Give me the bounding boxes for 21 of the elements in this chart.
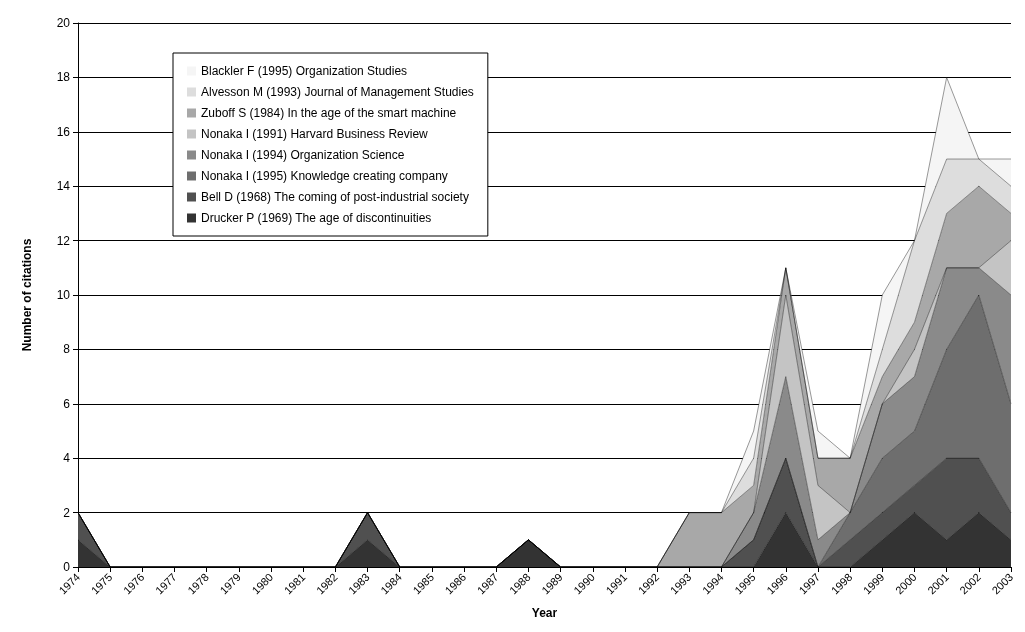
y-tick-label: 18 xyxy=(56,70,71,85)
y-tick-label: 0 xyxy=(63,560,71,574)
legend-label: Nonaka I (1991) Harvard Business Review xyxy=(201,127,429,141)
legend-label: Zuboff S (1984) In the age of the smart machine xyxy=(201,106,457,120)
legend-label: Bell D (1968) The coming of post-industrial society xyxy=(201,190,469,204)
y-tick-label: 16 xyxy=(56,124,71,139)
y-tick-label: 8 xyxy=(63,342,71,357)
y-tick-label: 2 xyxy=(63,505,71,520)
y-tick-label: 20 xyxy=(56,16,71,30)
legend-label: Blackler F (1995) Organization Studies xyxy=(201,64,408,78)
y-tick-label: 10 xyxy=(56,288,71,302)
x-axis-title: Year xyxy=(531,606,558,620)
legend-label: Nonaka I (1994) Organization Science xyxy=(201,148,405,162)
y-tick-label: 12 xyxy=(56,233,71,248)
y-tick-label: 6 xyxy=(63,396,71,411)
legend-label: Alvesson M (1993) Journal of Management Studies xyxy=(201,85,474,99)
y-axis-title: Number of citations xyxy=(20,238,34,352)
legend-label: Drucker P (1969) The age of discontinuities xyxy=(201,211,432,225)
y-tick-label: 4 xyxy=(63,451,71,466)
y-tick-label: 14 xyxy=(56,179,71,194)
legend-label: Nonaka I (1995) Knowledge creating company xyxy=(201,169,448,183)
